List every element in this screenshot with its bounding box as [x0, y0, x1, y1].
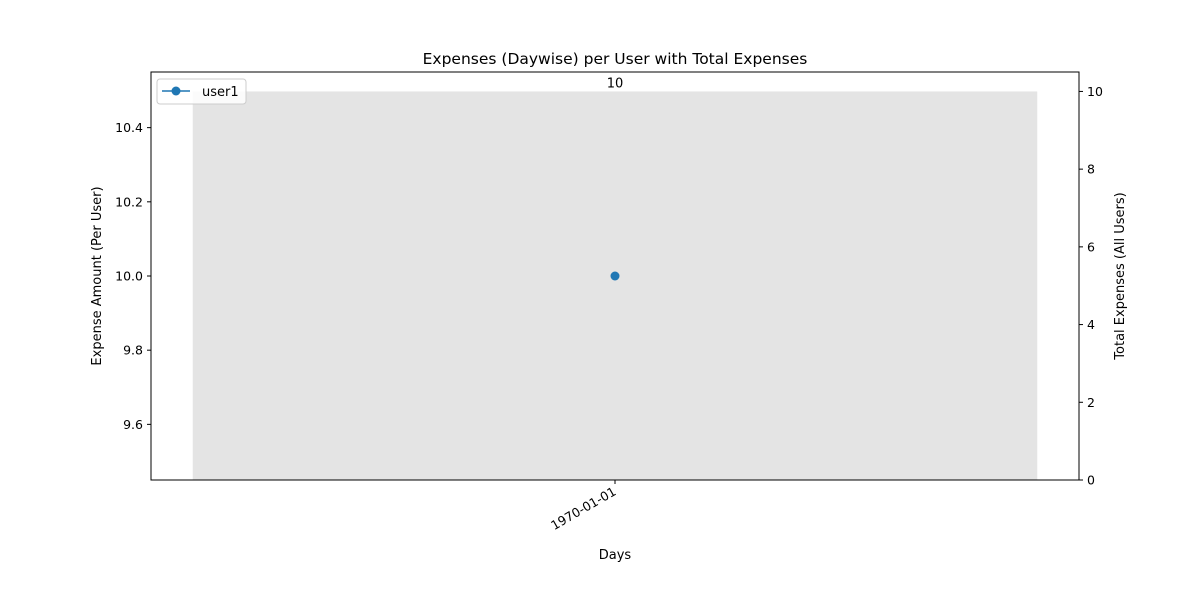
right-tick-label: 6 [1087, 239, 1095, 254]
total-bar [192, 91, 1038, 480]
series-point-user1 [610, 271, 620, 281]
right-axis-label: Total Expenses (All Users) [1113, 192, 1128, 360]
total-bar-label: 10 [607, 76, 624, 91]
left-axis-ticks: 9.6 9.8 10.0 10.2 10.4 [115, 120, 151, 432]
left-tick-label: 9.8 [123, 343, 143, 358]
chart-title: Expenses (Daywise) per User with Total E… [423, 50, 808, 68]
left-tick-label: 10.2 [115, 194, 143, 209]
left-axis-label: Expense Amount (Per User) [90, 186, 105, 365]
right-tick-label: 0 [1087, 473, 1095, 488]
x-axis-ticks: 1970-01-01 [548, 480, 619, 533]
right-tick-label: 4 [1087, 317, 1095, 332]
legend-box [156, 78, 247, 105]
x-axis-label: Days [599, 548, 632, 563]
total-bars: 10 [192, 76, 1038, 480]
right-tick-label: 8 [1087, 162, 1095, 177]
left-tick-label: 9.6 [123, 417, 143, 432]
right-axis-ticks: 0 2 4 6 8 10 [1079, 84, 1103, 488]
left-tick-label: 10.0 [115, 269, 143, 284]
left-tick-label: 10.4 [115, 120, 143, 135]
right-tick-label: 2 [1087, 395, 1095, 410]
user-series [610, 271, 620, 281]
legend-label-user1: user1 [202, 85, 239, 100]
legend-marker-user1 [171, 86, 181, 96]
right-tick-label: 10 [1087, 84, 1103, 99]
legend: user1 [156, 78, 247, 105]
x-tick-label: 1970-01-01 [548, 484, 618, 533]
